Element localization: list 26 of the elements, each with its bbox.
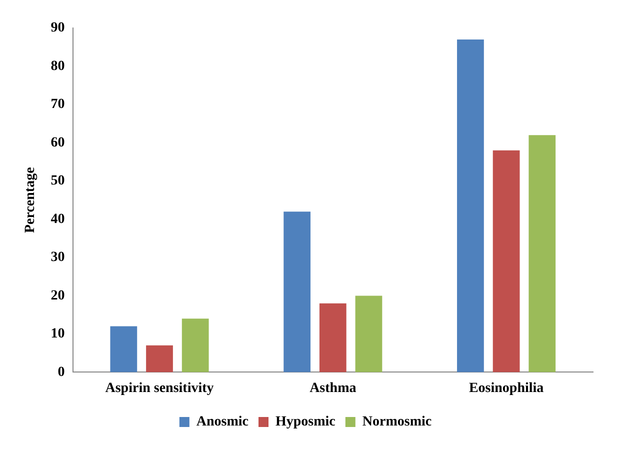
y-tick-label: 60: [50, 135, 65, 150]
bar: [492, 150, 520, 372]
y-tick-label: 10: [50, 326, 65, 342]
y-tick-label: 40: [50, 212, 65, 227]
y-axis-title: Percentage: [23, 167, 38, 234]
bar: [319, 303, 346, 372]
y-tick-label: 20: [50, 288, 65, 304]
legend-label: Normosmic: [362, 414, 432, 430]
bar: [110, 326, 138, 372]
bar: [528, 135, 556, 372]
y-tick-label: 70: [50, 97, 65, 112]
bar: [284, 212, 311, 372]
y-tick-label: 80: [50, 58, 65, 74]
bar: [457, 39, 484, 372]
x-tick-label: Eosinophilia: [468, 381, 544, 396]
y-tick-label: 90: [50, 20, 65, 36]
x-tick-label: Asthma: [310, 381, 356, 396]
bar: [146, 345, 173, 372]
x-tick-label: Aspirin sensitivity: [105, 381, 214, 396]
y-tick-label: 0: [58, 364, 65, 380]
y-tick-label: 50: [50, 174, 65, 189]
legend-label: Anosmic: [196, 414, 249, 430]
y-tick-label: 30: [50, 250, 65, 266]
bar: [182, 318, 209, 372]
bar: [355, 296, 382, 372]
legend-label: Hyposmic: [276, 414, 336, 430]
